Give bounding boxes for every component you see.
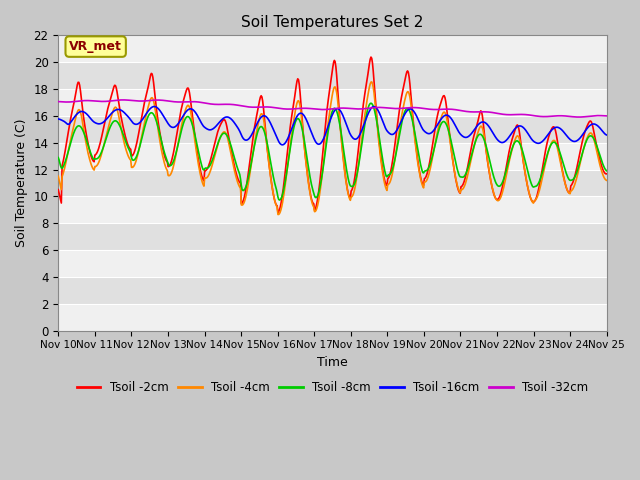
Bar xyxy=(58,116,607,143)
Bar xyxy=(58,223,607,250)
X-axis label: Time: Time xyxy=(317,356,348,369)
Y-axis label: Soil Temperature (C): Soil Temperature (C) xyxy=(15,119,28,247)
Bar xyxy=(58,196,607,223)
Text: VR_met: VR_met xyxy=(69,40,122,53)
Bar xyxy=(58,277,607,304)
Bar xyxy=(58,36,607,62)
Title: Soil Temperatures Set 2: Soil Temperatures Set 2 xyxy=(241,15,424,30)
Bar xyxy=(58,169,607,196)
Bar xyxy=(58,250,607,277)
Bar xyxy=(58,143,607,169)
Bar xyxy=(58,62,607,89)
Bar xyxy=(58,89,607,116)
Legend: Tsoil -2cm, Tsoil -4cm, Tsoil -8cm, Tsoil -16cm, Tsoil -32cm: Tsoil -2cm, Tsoil -4cm, Tsoil -8cm, Tsoi… xyxy=(72,376,593,398)
Bar xyxy=(58,304,607,331)
